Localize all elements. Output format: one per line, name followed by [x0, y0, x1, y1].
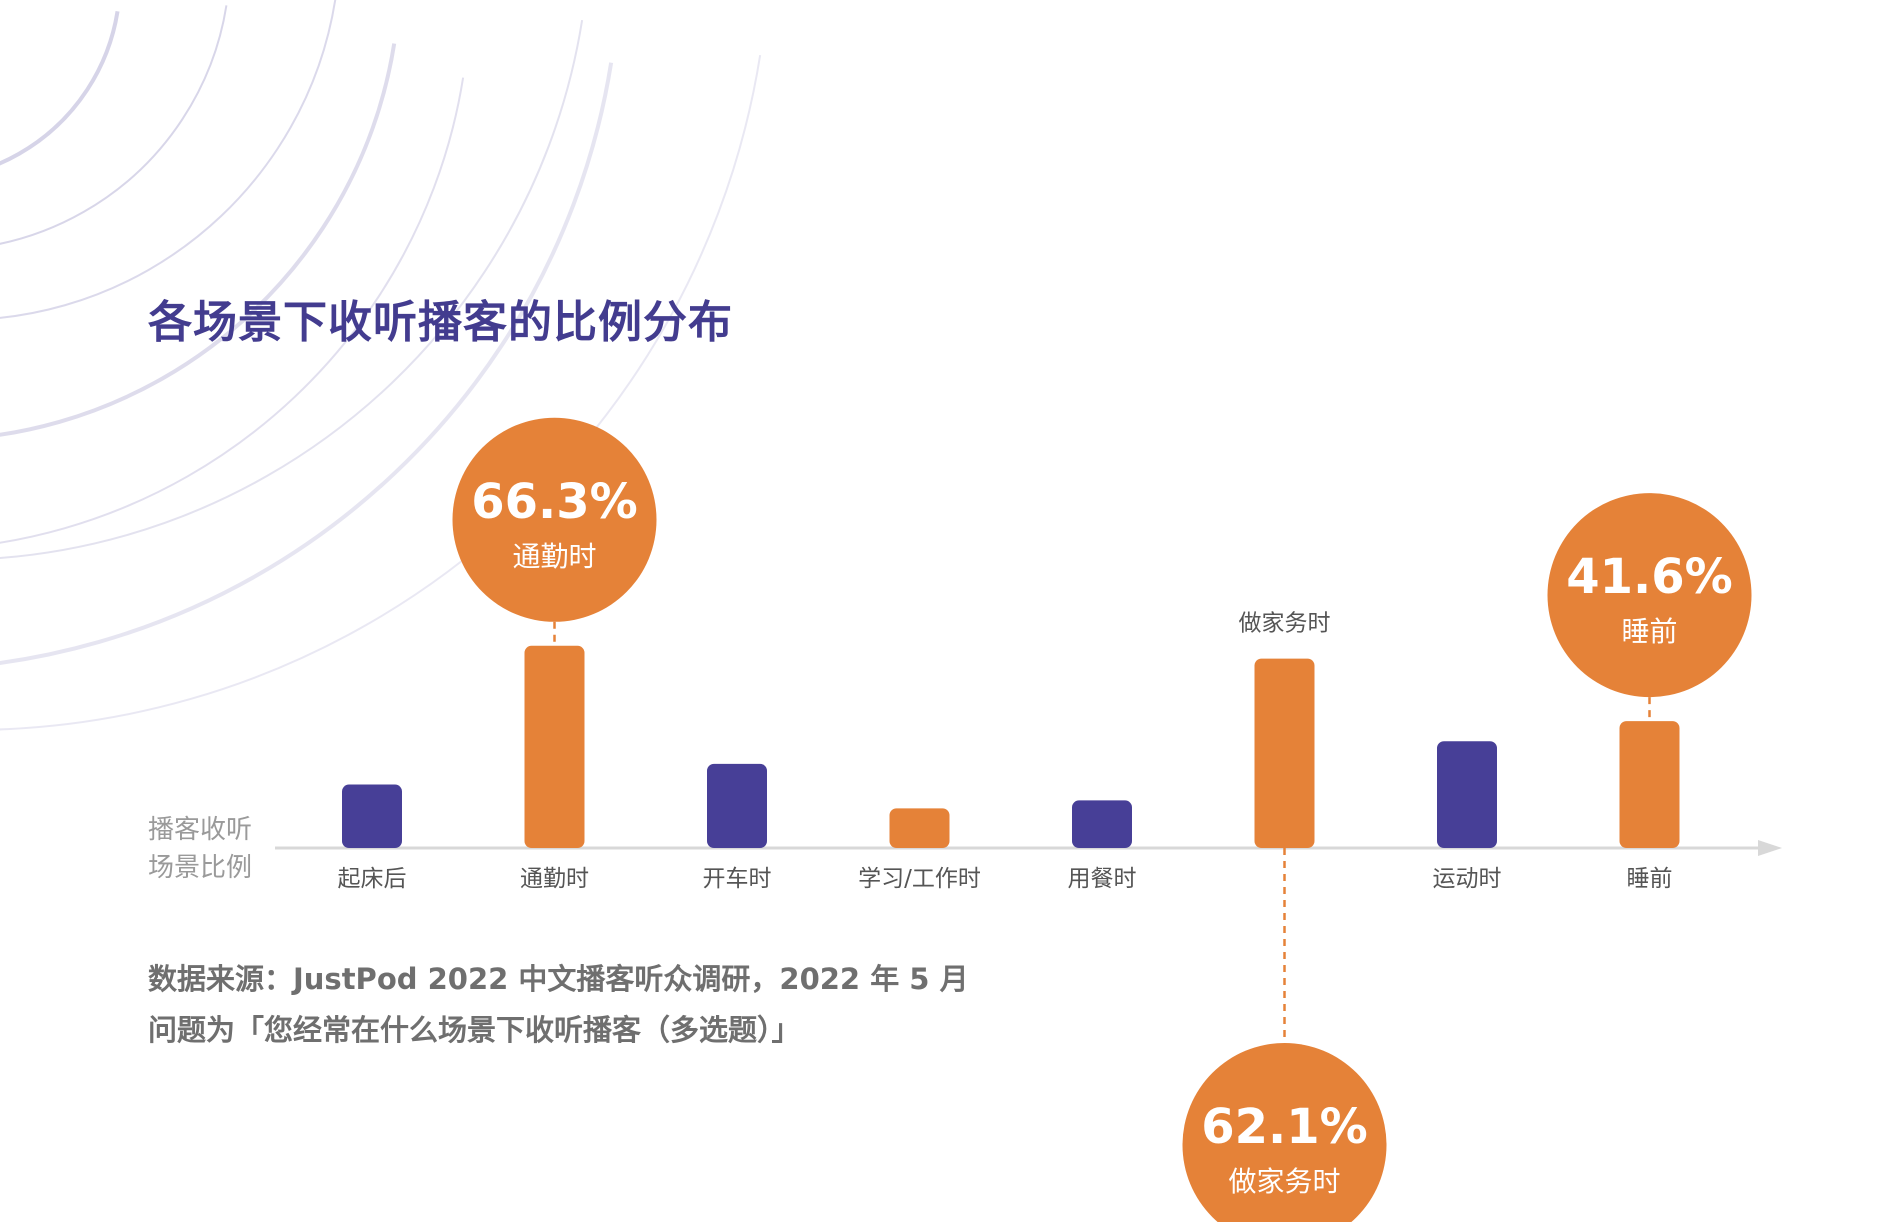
decorative-arc: [0, 43, 397, 437]
tick-label: 用餐时: [1068, 866, 1137, 892]
y-axis-label-line: 播客收听: [148, 815, 252, 845]
tick-label: 通勤时: [520, 866, 589, 892]
decorative-arc: [0, 77, 465, 544]
chart-title: 各场景下收听播客的比例分布: [148, 297, 733, 348]
callouts: 66.3% 通勤时 62.1% 做家务时 41.6% 睡前: [452, 417, 1752, 1222]
axis-arrow-icon: [1758, 840, 1782, 856]
bar: [1437, 741, 1497, 848]
decorative-arc: [0, 0, 337, 319]
decorative-arc: [0, 5, 228, 245]
bar: [707, 763, 767, 848]
callout-circle: [1547, 493, 1752, 698]
bar: [1254, 658, 1315, 848]
decorative-arcs: [0, 0, 762, 731]
callout-value: 66.3%: [471, 474, 638, 530]
bar: [524, 645, 585, 848]
callout-value: 41.6%: [1566, 549, 1733, 605]
decorative-arc: [0, 10, 120, 166]
decorative-arc: [0, 19, 584, 560]
callout-value: 62.1%: [1201, 1099, 1368, 1155]
callout-label: 睡前: [1621, 615, 1677, 648]
tick-label: 学习/工作时: [858, 866, 981, 892]
callout-label: 做家务时: [1228, 1165, 1340, 1198]
bar: [1072, 800, 1132, 848]
tick-label: 睡前: [1627, 866, 1673, 892]
decorative-arc: [0, 54, 762, 731]
category-labels: 起床后 通勤时 开车时 学习/工作时 用餐时 运动时 睡前 做家务时: [338, 611, 1673, 892]
source-note: 数据来源：JustPod 2022 中文播客听众调研，2022 年 5 月: [148, 962, 969, 996]
bar: [889, 808, 950, 848]
bar: [1619, 721, 1680, 848]
tick-label: 起床后: [338, 866, 407, 892]
tick-label: 运动时: [1433, 866, 1502, 892]
bar: [342, 784, 402, 848]
question-note: 问题为「您经常在什么场景下收听播客（多选题）」: [148, 1013, 801, 1047]
decorative-arc: [0, 62, 614, 665]
tick-label: 开车时: [703, 866, 772, 892]
callout-circle: [452, 417, 657, 622]
chart-axis: [275, 840, 1782, 856]
callout-circle: [1182, 1043, 1387, 1222]
callout-label: 通勤时: [512, 540, 596, 573]
y-axis-label-line: 场景比例: [148, 853, 252, 883]
tick-label: 做家务时: [1239, 611, 1331, 637]
bar-series: [342, 645, 1680, 848]
